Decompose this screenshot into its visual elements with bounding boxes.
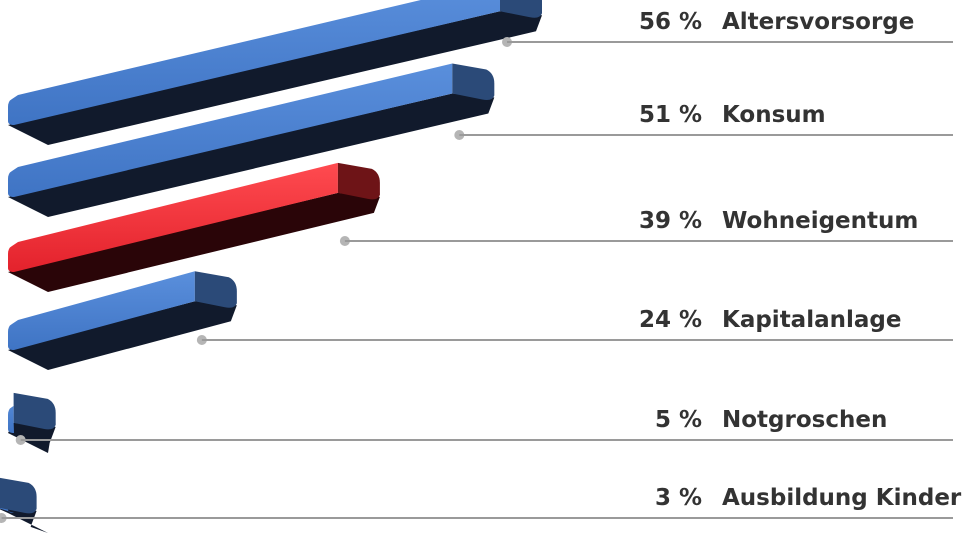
category-label-5: Ausbildung Kinder xyxy=(722,485,962,511)
value-label-5: 3 % xyxy=(655,485,702,511)
category-label-0: Altersvorsorge xyxy=(722,9,914,35)
value-label-1: 51 % xyxy=(639,102,702,128)
bar-3 xyxy=(8,271,237,370)
bar-1 xyxy=(8,63,495,217)
bars-layer xyxy=(0,0,542,533)
category-label-4: Notgroschen xyxy=(722,407,887,433)
bar-5 xyxy=(0,477,48,533)
bar-2 xyxy=(8,162,380,292)
value-label-3: 24 % xyxy=(639,307,702,333)
category-label-3: Kapitalanlage xyxy=(722,307,901,333)
value-label-4: 5 % xyxy=(655,407,702,433)
labels-layer: 56 % Altersvorsorge 51 % Konsum 39 % Wohneige… xyxy=(1,9,962,519)
bar-0 xyxy=(8,0,542,146)
value-label-2: 39 % xyxy=(639,208,702,234)
value-label-0: 56 % xyxy=(639,9,702,35)
category-label-1: Konsum xyxy=(722,102,826,128)
category-label-2: Wohneigentum xyxy=(722,208,918,234)
bar-4 xyxy=(8,392,56,453)
